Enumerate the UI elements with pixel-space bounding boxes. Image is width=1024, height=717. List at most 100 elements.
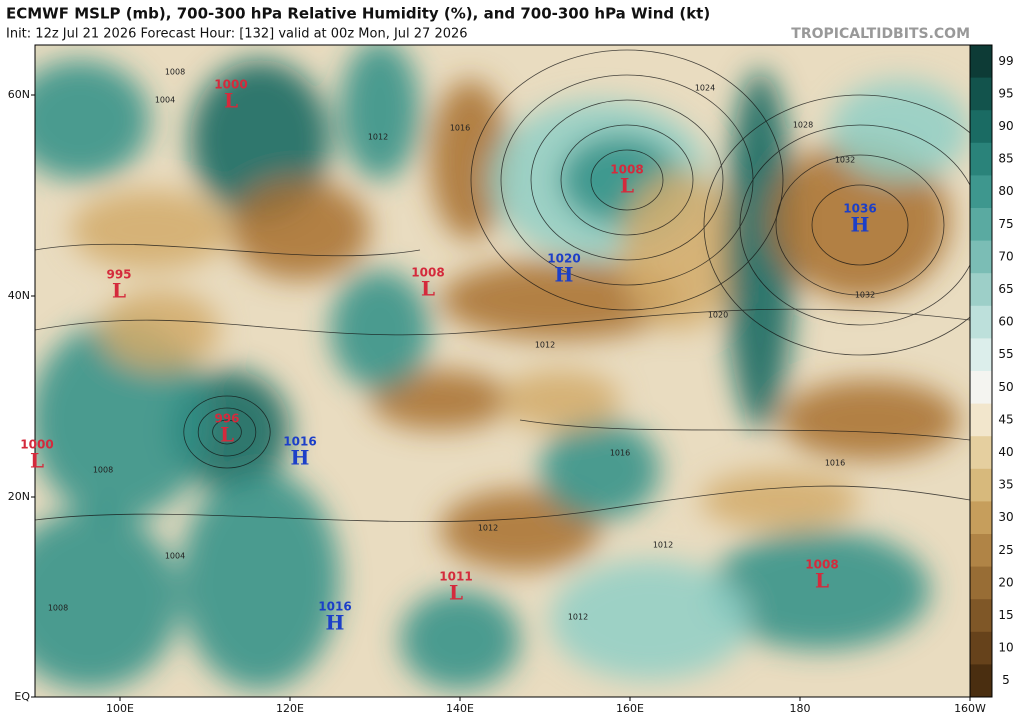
- colorbar-label: 75: [998, 217, 1013, 231]
- isobar-label: 1020: [708, 311, 728, 320]
- isobar-label: 1004: [165, 552, 185, 561]
- isobar: [35, 308, 970, 336]
- isobar-label: 1008: [165, 68, 185, 77]
- colorbar-label: 35: [998, 478, 1013, 492]
- colorbar-label: 20: [998, 575, 1013, 589]
- colorbar-label: 25: [998, 543, 1013, 557]
- map-field: [35, 45, 970, 697]
- humidity-area: [35, 510, 180, 690]
- colorbar-swatch: [970, 501, 992, 535]
- isobar: [35, 485, 970, 523]
- humidity-area: [440, 260, 680, 340]
- colorbar-swatch: [970, 436, 992, 470]
- center-letter: L: [449, 581, 463, 605]
- isobar-label: 1016: [610, 449, 630, 458]
- humidity-area: [35, 320, 210, 520]
- colorbar-swatch: [970, 142, 992, 176]
- isobar-label: 1012: [653, 541, 673, 550]
- lon-label: 160W: [954, 702, 986, 715]
- colorbar-swatch: [970, 110, 992, 144]
- isobar: [560, 124, 694, 236]
- center-letter: L: [30, 449, 44, 473]
- isobar: [183, 395, 271, 469]
- colorbar-label: 85: [998, 152, 1013, 166]
- humidity-area: [620, 170, 740, 330]
- center-value: 1000: [20, 438, 53, 452]
- colorbar-swatch: [970, 631, 992, 665]
- colorbar-label: 40: [998, 445, 1013, 459]
- colorbar-label: 15: [998, 608, 1013, 622]
- title: ECMWF MSLP (mb), 700-300 hPa Relative Hu…: [6, 5, 710, 23]
- isobar-label: 1012: [368, 133, 388, 142]
- humidity-area: [500, 370, 620, 430]
- lon-label: 180: [790, 702, 811, 715]
- colorbar-frame: [969, 44, 993, 698]
- isobar: [530, 99, 724, 261]
- humidity-area: [710, 530, 930, 650]
- isobar-label: 1024: [695, 84, 715, 93]
- isobar-label: 1016: [825, 459, 845, 468]
- center-letter: L: [421, 277, 435, 301]
- isobar: [811, 184, 909, 266]
- isobar-label: 1012: [535, 341, 555, 350]
- center-value: 1020: [547, 252, 580, 266]
- center-value: 995: [106, 268, 131, 282]
- humidity-area: [100, 290, 220, 370]
- lat-label: EQ: [14, 690, 30, 703]
- isobar-label: 1016: [450, 124, 470, 133]
- center-letter: L: [220, 423, 234, 447]
- isobar: [590, 149, 664, 211]
- isobar-label: 1032: [835, 156, 855, 165]
- humidity-area: [725, 70, 795, 430]
- colorbar-swatch: [970, 175, 992, 209]
- humidity-area: [190, 60, 330, 220]
- isobar-label: 1008: [93, 466, 113, 475]
- colorbar-label: 60: [998, 315, 1013, 329]
- watermark: TROPICALTIDBITS.COM: [791, 26, 970, 42]
- colorbar-swatch: [970, 566, 992, 600]
- colorbar-label: 65: [998, 282, 1013, 296]
- humidity-area: [340, 45, 420, 180]
- humidity-area: [70, 190, 230, 270]
- colorbar-swatch: [970, 534, 992, 568]
- humidity-area: [330, 270, 430, 390]
- center-value: 996: [214, 412, 239, 426]
- colorbar-swatch: [970, 77, 992, 111]
- center-letter: H: [326, 611, 345, 635]
- colorbar-label: 5: [1002, 673, 1010, 687]
- center-value: 1016: [318, 600, 351, 614]
- colorbar-label: 99: [998, 54, 1013, 68]
- colorbar-swatch: [970, 599, 992, 633]
- colorbar-swatch: [970, 468, 992, 502]
- colorbar-label: 80: [998, 184, 1013, 198]
- isobar: [739, 124, 970, 326]
- isobar-label: 1032: [855, 291, 875, 300]
- isobar: [212, 419, 242, 445]
- colorbar-swatch: [970, 208, 992, 242]
- colorbar-label: 70: [998, 249, 1013, 263]
- humidity-area: [770, 140, 950, 300]
- humidity-area: [400, 590, 520, 690]
- lon-label: 120E: [276, 702, 304, 715]
- isobar: [35, 243, 421, 257]
- colorbar-swatch: [970, 403, 992, 437]
- lon-label: 140E: [446, 702, 474, 715]
- humidity-area: [370, 370, 510, 430]
- colorbar-label: 90: [998, 119, 1013, 133]
- humidity-area: [780, 380, 960, 460]
- humidity-area: [700, 470, 860, 530]
- lon-label: 100E: [106, 702, 134, 715]
- center-letter: H: [291, 446, 310, 470]
- colorbar-swatch: [970, 338, 992, 372]
- colorbar-swatch: [970, 45, 992, 79]
- colorbar-label: 10: [998, 641, 1013, 655]
- colorbar-swatch: [970, 240, 992, 274]
- isobar-label: 1028: [793, 121, 813, 130]
- colorbar-swatch: [970, 371, 992, 405]
- humidity-area: [540, 420, 660, 520]
- isobar: [703, 94, 970, 356]
- center-letter: L: [815, 569, 829, 593]
- colorbar-swatch: [970, 664, 992, 698]
